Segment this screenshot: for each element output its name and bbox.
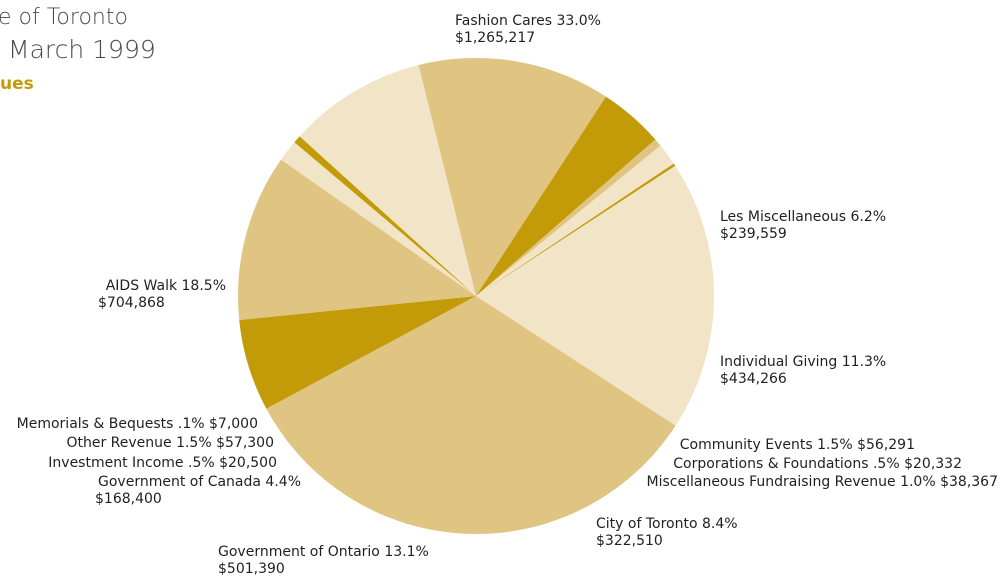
slice-label-fashion-cares: Fashion Cares 33.0% — [455, 13, 601, 29]
slice-label-memorials-and-bequests: Memorials & Bequests .1% $7,000 — [17, 416, 258, 432]
slice-label-other-revenue: Other Revenue 1.5% $57,300 — [66, 435, 274, 451]
section-heading: ues — [0, 74, 34, 94]
page-header: e of Toronto March 1999 ues — [0, 0, 300, 100]
slice-label-corporations-and-foundations: Corporations & Foundations .5% $20,332 — [673, 456, 962, 472]
pie-slice-aids-walk — [476, 165, 714, 426]
report-title-line-1: e of Toronto — [0, 5, 128, 30]
slice-amount-individual-giving: $434,266 — [720, 371, 787, 387]
pie-slices — [237, 58, 714, 534]
slice-label-government-of-canada: Government of Canada 4.4% — [98, 474, 301, 490]
pie-slice-individual-giving — [237, 159, 476, 320]
pie-slice-government-of-canada — [476, 96, 656, 296]
slice-amount-fashion-cares: $1,265,217 — [455, 30, 535, 46]
slice-label-community-events: Community Events 1.5% $56,291 — [680, 437, 915, 453]
slice-label-city-of-toronto: City of Toronto 8.4% — [596, 516, 738, 532]
pie-slice-miscellaneous-fundraising-revenue — [299, 125, 476, 296]
slice-amount-government-of-ontario: $501,390 — [218, 561, 285, 577]
pie-slice-other-revenue — [476, 145, 674, 296]
report-title-line-2: March 1999 — [8, 35, 156, 64]
slice-label-individual-giving: Individual Giving 11.3% — [720, 354, 886, 370]
slice-amount-les-miscellaneous: $239,559 — [720, 226, 787, 242]
pie-slice-investment-income — [476, 139, 661, 296]
slice-label-les-miscellaneous: Les Miscellaneous 6.2% — [720, 209, 886, 225]
slice-amount-government-of-canada: $168,400 — [95, 491, 162, 507]
slice-label-miscellaneous-fundraising-revenue: Miscellaneous Fundraising Revenue 1.0% $… — [647, 474, 998, 490]
slice-label-government-of-ontario: Government of Ontario 13.1% — [218, 544, 429, 560]
pie-slice-memorials-and-bequests — [476, 163, 676, 296]
pie-slice-community-events — [280, 142, 476, 296]
pie-slice-city-of-toronto — [309, 65, 476, 296]
slice-label-investment-income: Investment Income .5% $20,500 — [48, 455, 277, 471]
slice-amount-city-of-toronto: $322,510 — [596, 533, 663, 549]
pie-slice-government-of-ontario — [418, 58, 606, 296]
pie-slice-corporations-and-foundations — [294, 136, 476, 296]
slice-label-aids-walk: AIDS Walk 18.5% — [106, 278, 226, 294]
pie-slice-les-miscellaneous — [239, 296, 476, 409]
slice-amount-aids-walk: $704,868 — [98, 295, 165, 311]
pie-slice-fashion-cares — [266, 296, 676, 534]
pie-labels: Fashion Cares 33.0%$1,265,217 Les Miscell… — [17, 13, 998, 577]
